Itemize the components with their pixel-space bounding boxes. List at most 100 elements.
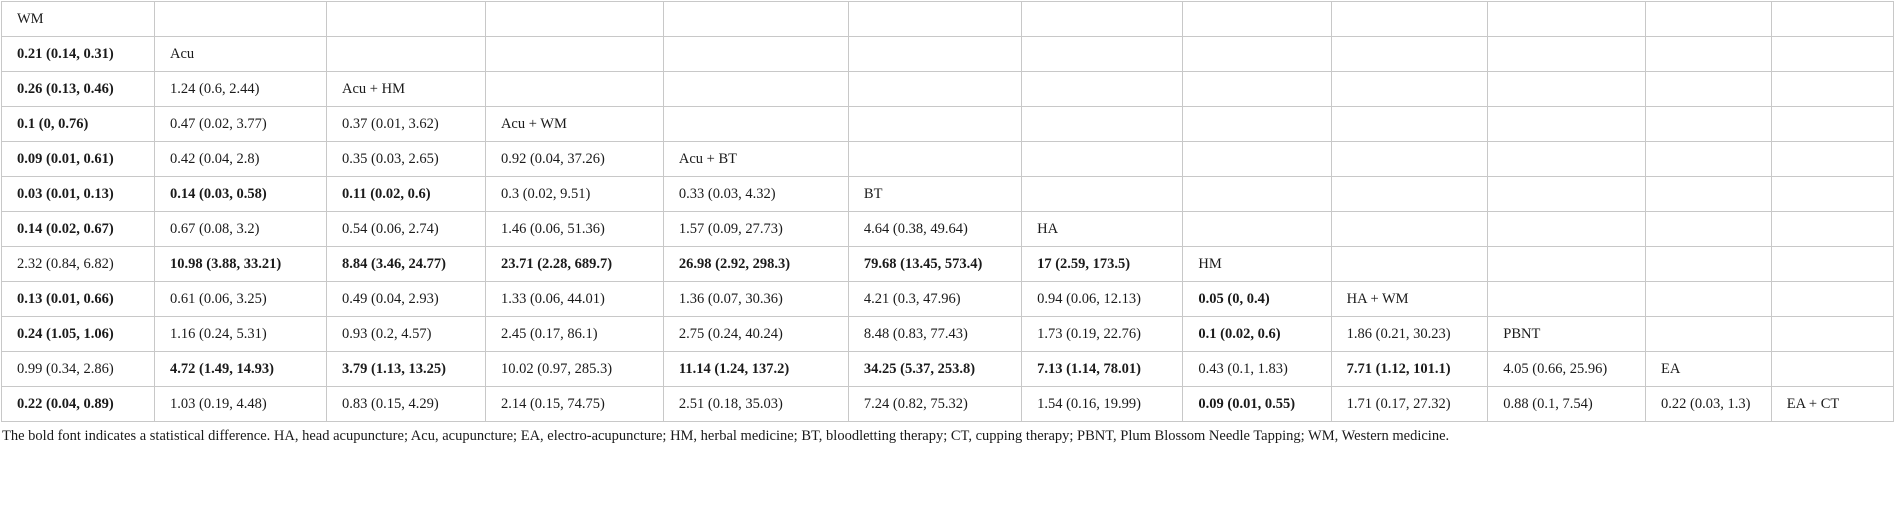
comparison-cell: 0.42 (0.04, 2.8) — [154, 141, 328, 177]
empty-cell — [1645, 211, 1772, 247]
comparison-cell: 0.14 (0.03, 0.58) — [154, 176, 328, 212]
comparison-cell: 1.73 (0.19, 22.76) — [1021, 316, 1184, 352]
table-row: 0.24 (1.05, 1.06) 1.16 (0.24, 5.31) 0.93 (… — [0, 316, 1895, 352]
empty-cell — [1330, 211, 1489, 247]
empty-cell — [1645, 1, 1772, 37]
comparison-cell: 0.09 (0.01, 0.61) — [0, 141, 156, 177]
table-footnote: The bold font indicates a statistical di… — [2, 428, 1450, 444]
empty-cell — [662, 106, 849, 142]
table-row: 0.13 (0.01, 0.66) 0.61 (0.06, 3.25) 0.49 (… — [0, 281, 1895, 317]
comparison-cell: 26.98 (2.92, 298.3) — [662, 246, 849, 282]
empty-cell — [1021, 1, 1184, 37]
table-row: 0.14 (0.02, 0.67) 0.67 (0.08, 3.2) 0.54 (0… — [0, 211, 1895, 247]
treatment-label-cell: Acu + BT — [662, 141, 849, 177]
comparison-cell: 0.61 (0.06, 3.25) — [154, 281, 328, 317]
comparison-cell: 1.33 (0.06, 44.01) — [484, 281, 664, 317]
empty-cell — [662, 1, 849, 37]
comparison-cell: 0.03 (0.01, 0.13) — [0, 176, 156, 212]
empty-cell — [484, 36, 664, 72]
comparison-cell: 0.35 (0.03, 2.65) — [326, 141, 486, 177]
empty-cell — [1487, 246, 1646, 282]
empty-cell — [1182, 1, 1332, 37]
empty-cell — [847, 106, 1023, 142]
comparison-cell: 1.16 (0.24, 5.31) — [154, 316, 328, 352]
empty-cell — [1182, 176, 1332, 212]
empty-cell — [1182, 36, 1332, 72]
empty-cell — [1487, 71, 1646, 107]
comparison-cell: 0.3 (0.02, 9.51) — [484, 176, 664, 212]
treatment-label-cell: EA + CT — [1770, 386, 1895, 422]
league-table: WM 0.21 (0.14, 0.31) Acu 0.26 (0.13, 0.46) 1… — [0, 1, 1895, 422]
league-table-container: WM 0.21 (0.14, 0.31) Acu 0.26 (0.13, 0.46) 1… — [0, 1, 1895, 445]
comparison-cell: 1.86 (0.21, 30.23) — [1330, 316, 1489, 352]
empty-cell — [847, 36, 1023, 72]
treatment-label-cell: EA — [1645, 351, 1772, 387]
empty-cell — [1021, 141, 1184, 177]
comparison-cell: 2.32 (0.84, 6.82) — [0, 246, 156, 282]
table-row: WM — [0, 1, 1895, 37]
comparison-cell: 10.02 (0.97, 285.3) — [484, 351, 664, 387]
comparison-cell: 3.79 (1.13, 13.25) — [326, 351, 486, 387]
comparison-cell: 0.33 (0.03, 4.32) — [662, 176, 849, 212]
empty-cell — [847, 1, 1023, 37]
treatment-label-cell: HA + WM — [1330, 281, 1489, 317]
comparison-cell: 1.36 (0.07, 30.36) — [662, 281, 849, 317]
table-row: 0.99 (0.34, 2.86) 4.72 (1.49, 14.93) 3.79 … — [0, 351, 1895, 387]
empty-cell — [1330, 141, 1489, 177]
empty-cell — [1182, 211, 1332, 247]
table-row: 0.26 (0.13, 0.46) 1.24 (0.6, 2.44) Acu + H… — [0, 71, 1895, 107]
empty-cell — [1330, 71, 1489, 107]
empty-cell — [1770, 176, 1895, 212]
table-row: 0.21 (0.14, 0.31) Acu — [0, 36, 1895, 72]
comparison-cell: 2.75 (0.24, 40.24) — [662, 316, 849, 352]
empty-cell — [326, 1, 486, 37]
empty-cell — [1021, 176, 1184, 212]
comparison-cell: 4.64 (0.38, 49.64) — [847, 211, 1023, 247]
empty-cell — [847, 71, 1023, 107]
empty-cell — [1770, 106, 1895, 142]
comparison-cell: 0.49 (0.04, 2.93) — [326, 281, 486, 317]
comparison-cell: 0.88 (0.1, 7.54) — [1487, 386, 1646, 422]
comparison-cell: 1.71 (0.17, 27.32) — [1330, 386, 1489, 422]
comparison-cell: 0.22 (0.04, 0.89) — [0, 386, 156, 422]
treatment-label-cell: WM — [0, 1, 156, 37]
comparison-cell: 0.13 (0.01, 0.66) — [0, 281, 156, 317]
empty-cell — [1330, 36, 1489, 72]
empty-cell — [1645, 36, 1772, 72]
empty-cell — [1770, 246, 1895, 282]
empty-cell — [1330, 246, 1489, 282]
table-row: 2.32 (0.84, 6.82) 10.98 (3.88, 33.21) 8.84… — [0, 246, 1895, 282]
empty-cell — [1645, 106, 1772, 142]
treatment-label-cell: HM — [1182, 246, 1332, 282]
empty-cell — [1645, 281, 1772, 317]
comparison-cell: 0.24 (1.05, 1.06) — [0, 316, 156, 352]
comparison-cell: 2.51 (0.18, 35.03) — [662, 386, 849, 422]
empty-cell — [1487, 1, 1646, 37]
comparison-cell: 0.92 (0.04, 37.26) — [484, 141, 664, 177]
comparison-cell: 2.14 (0.15, 74.75) — [484, 386, 664, 422]
empty-cell — [1021, 106, 1184, 142]
league-table-body: WM 0.21 (0.14, 0.31) Acu 0.26 (0.13, 0.46) 1… — [0, 1, 1895, 422]
comparison-cell: 1.03 (0.19, 4.48) — [154, 386, 328, 422]
comparison-cell: 0.14 (0.02, 0.67) — [0, 211, 156, 247]
empty-cell — [1182, 106, 1332, 142]
comparison-cell: 1.54 (0.16, 19.99) — [1021, 386, 1184, 422]
empty-cell — [1645, 141, 1772, 177]
empty-cell — [326, 36, 486, 72]
empty-cell — [1770, 1, 1895, 37]
comparison-cell: 79.68 (13.45, 573.4) — [847, 246, 1023, 282]
comparison-cell: 2.45 (0.17, 86.1) — [484, 316, 664, 352]
comparison-cell: 4.72 (1.49, 14.93) — [154, 351, 328, 387]
treatment-label-cell: Acu — [154, 36, 328, 72]
empty-cell — [1487, 141, 1646, 177]
comparison-cell: 11.14 (1.24, 137.2) — [662, 351, 849, 387]
empty-cell — [847, 141, 1023, 177]
comparison-cell: 0.05 (0, 0.4) — [1182, 281, 1332, 317]
empty-cell — [1770, 36, 1895, 72]
table-row: 0.1 (0, 0.76) 0.47 (0.02, 3.77) 0.37 (0.01… — [0, 106, 1895, 142]
empty-cell — [154, 1, 328, 37]
treatment-label-cell: HA — [1021, 211, 1184, 247]
empty-cell — [484, 71, 664, 107]
empty-cell — [1182, 141, 1332, 177]
comparison-cell: 4.21 (0.3, 47.96) — [847, 281, 1023, 317]
